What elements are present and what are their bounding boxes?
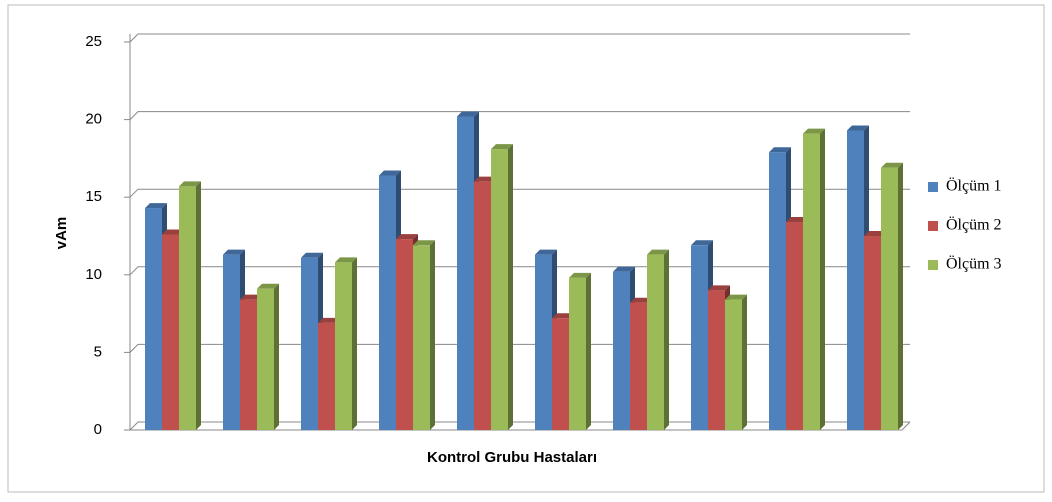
- bar: [569, 277, 586, 430]
- bar: [864, 236, 881, 430]
- bar: [145, 208, 162, 430]
- bar-side: [352, 257, 357, 430]
- bar: [630, 302, 647, 430]
- bar-side: [430, 240, 435, 430]
- bar-side: [274, 283, 279, 430]
- bar: [257, 288, 274, 430]
- bar-top: [474, 176, 496, 182]
- bar-top: [552, 313, 574, 319]
- bar-top: [318, 317, 340, 323]
- bar-top: [864, 231, 886, 236]
- bar-top: [647, 249, 669, 255]
- bar: [413, 245, 430, 430]
- bar: [240, 299, 257, 430]
- bar: [379, 175, 396, 430]
- grid-line: [129, 188, 910, 198]
- bar: [396, 239, 413, 430]
- bar: [647, 254, 664, 430]
- bar: [847, 130, 864, 431]
- bar-top: [881, 162, 903, 168]
- bar: [691, 245, 708, 430]
- bar-side: [742, 294, 747, 430]
- bar: [223, 254, 240, 430]
- bar-top: [179, 181, 201, 187]
- bar: [725, 299, 742, 430]
- bar-top: [691, 240, 713, 246]
- bar-top: [613, 266, 635, 272]
- bar: [769, 152, 786, 430]
- y-tick-label: 15: [85, 188, 102, 205]
- bar-top: [491, 144, 513, 150]
- y-tick-label: 10: [85, 266, 102, 283]
- bar-side: [196, 181, 201, 430]
- legend-swatch: [928, 221, 938, 231]
- bar: [535, 254, 552, 430]
- bar-top: [569, 272, 591, 278]
- bar: [803, 133, 820, 430]
- bar: [708, 290, 725, 430]
- y-tick-label: 5: [94, 343, 102, 360]
- bar-top: [803, 128, 825, 134]
- bar-top: [847, 125, 869, 131]
- bar-top: [630, 297, 652, 303]
- bar-top: [786, 217, 808, 223]
- legend-label: Ölçüm 1: [946, 177, 1002, 195]
- bar: [318, 322, 335, 430]
- y-tick-label: 25: [85, 33, 102, 50]
- legend-label: Ölçüm 3: [946, 255, 1002, 273]
- legend-label: Ölçüm 2: [946, 216, 1002, 234]
- bar-side: [664, 249, 669, 430]
- bar-top: [301, 252, 323, 258]
- bar-top: [257, 283, 279, 289]
- bar-top: [708, 285, 730, 291]
- bar-top: [240, 294, 262, 300]
- bar-side: [898, 162, 903, 430]
- bar-top: [457, 111, 479, 117]
- bar-side: [508, 144, 513, 430]
- grid-line: [129, 33, 910, 43]
- bar: [474, 181, 491, 430]
- legend-swatch: [928, 260, 938, 270]
- legend-swatch: [928, 182, 938, 192]
- bar: [179, 186, 196, 430]
- bar-top: [535, 249, 557, 255]
- y-tick-label: 20: [85, 111, 102, 128]
- bar-top: [162, 229, 184, 235]
- bar: [162, 234, 179, 430]
- bar-top: [769, 147, 791, 153]
- bar-top: [379, 170, 401, 176]
- bar: [613, 271, 630, 430]
- grid-line: [129, 111, 910, 120]
- bar: [335, 262, 352, 430]
- y-tick-label: 0: [94, 421, 102, 438]
- bar: [457, 116, 474, 430]
- bar: [301, 257, 318, 430]
- bar: [881, 167, 898, 430]
- bar-top: [725, 294, 747, 300]
- bar: [491, 149, 508, 430]
- bar-top: [335, 257, 357, 263]
- bar: [786, 222, 803, 430]
- bar-side: [586, 272, 591, 430]
- bar-top: [145, 203, 167, 209]
- x-axis-label: Kontrol Grubu Hastaları: [427, 449, 597, 466]
- bar-side: [820, 128, 825, 430]
- bar-top: [223, 249, 245, 255]
- bar: [552, 318, 569, 430]
- y-axis-label: vAm: [53, 217, 70, 250]
- bar-top: [396, 234, 418, 240]
- bar-top: [413, 240, 435, 246]
